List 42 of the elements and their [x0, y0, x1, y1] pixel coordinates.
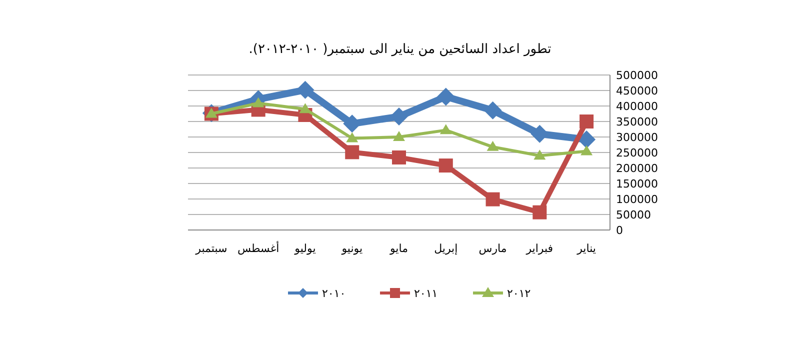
point: [205, 108, 218, 118]
point: [393, 131, 405, 141]
point: [390, 108, 408, 126]
y-tick-label: 400000: [616, 100, 658, 113]
point: [580, 145, 593, 156]
x-tick-label: فبراير: [525, 242, 554, 255]
x-tick-label: يونيو: [340, 242, 363, 255]
x-tick-label: سبتمبر: [194, 242, 228, 255]
legend-label: ٢٠١١: [414, 287, 438, 300]
x-tick-label: مايو: [389, 242, 408, 255]
y-tick-label: 100000: [616, 193, 658, 206]
point: [296, 80, 314, 99]
y-tick-label: 250000: [616, 146, 658, 160]
point: [252, 97, 264, 108]
y-tick-label: 0: [616, 224, 623, 237]
point: [440, 124, 452, 134]
point: [436, 88, 455, 106]
point: [580, 114, 594, 128]
x-tick-label: أغسطس: [237, 241, 280, 255]
point: [345, 145, 360, 160]
x-tick-label: يوليو: [294, 242, 316, 255]
y-tick-label: 50000: [616, 208, 651, 222]
point: [392, 150, 406, 164]
y-tick-label: 350000: [616, 116, 658, 128]
point: [532, 205, 547, 220]
point: [534, 150, 546, 160]
x-tick-label: يناير: [576, 242, 596, 255]
x-tick-label: إبريل: [434, 242, 458, 255]
y-tick-label: 450000: [616, 84, 658, 98]
point: [438, 158, 453, 173]
y-tick-label: 500000: [616, 69, 658, 82]
x-tick-label: مارس: [478, 242, 507, 255]
point: [484, 101, 502, 120]
legend-label: ٢٠١٢: [507, 287, 531, 300]
chart-title: تطور اعداد السائحين من يناير الى سبتمبر( ٢٠١٠-٢٠١٢).: [248, 42, 552, 57]
y-tick-label: 300000: [616, 131, 658, 144]
y-tick-label: 200000: [616, 162, 658, 175]
legend-label: ٢٠١٠: [322, 287, 346, 300]
y-tick-label: 150000: [616, 178, 658, 190]
point: [486, 192, 500, 206]
point: [346, 132, 358, 142]
point: [486, 140, 499, 151]
